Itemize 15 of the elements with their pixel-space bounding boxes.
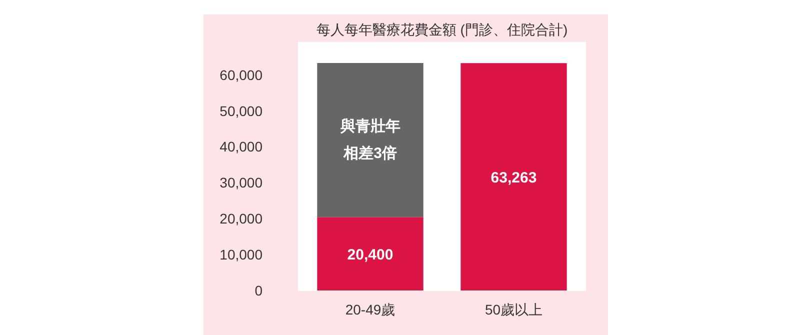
chart-title: 每人每年醫療花費金額 (門診、住院合計) [316, 22, 568, 38]
y-tick-label: 10,000 [220, 246, 263, 263]
x-tick-label: 20-49歲 [345, 302, 396, 318]
bar [317, 217, 424, 290]
y-tick-label: 40,000 [220, 138, 263, 155]
data-label: 63,263 [490, 169, 537, 186]
y-tick-label: 50,000 [220, 102, 263, 119]
annotation: 與青壯年相差3倍 [339, 118, 400, 162]
bar [317, 62, 424, 218]
y-tick-label: 30,000 [220, 174, 263, 191]
y-tick-label: 0 [254, 282, 263, 298]
x-tick-label: 50歲以上 [484, 302, 543, 318]
y-tick-label: 60,000 [220, 66, 263, 83]
y-tick-label: 20,000 [220, 210, 263, 227]
data-label: 20,400 [347, 246, 394, 264]
